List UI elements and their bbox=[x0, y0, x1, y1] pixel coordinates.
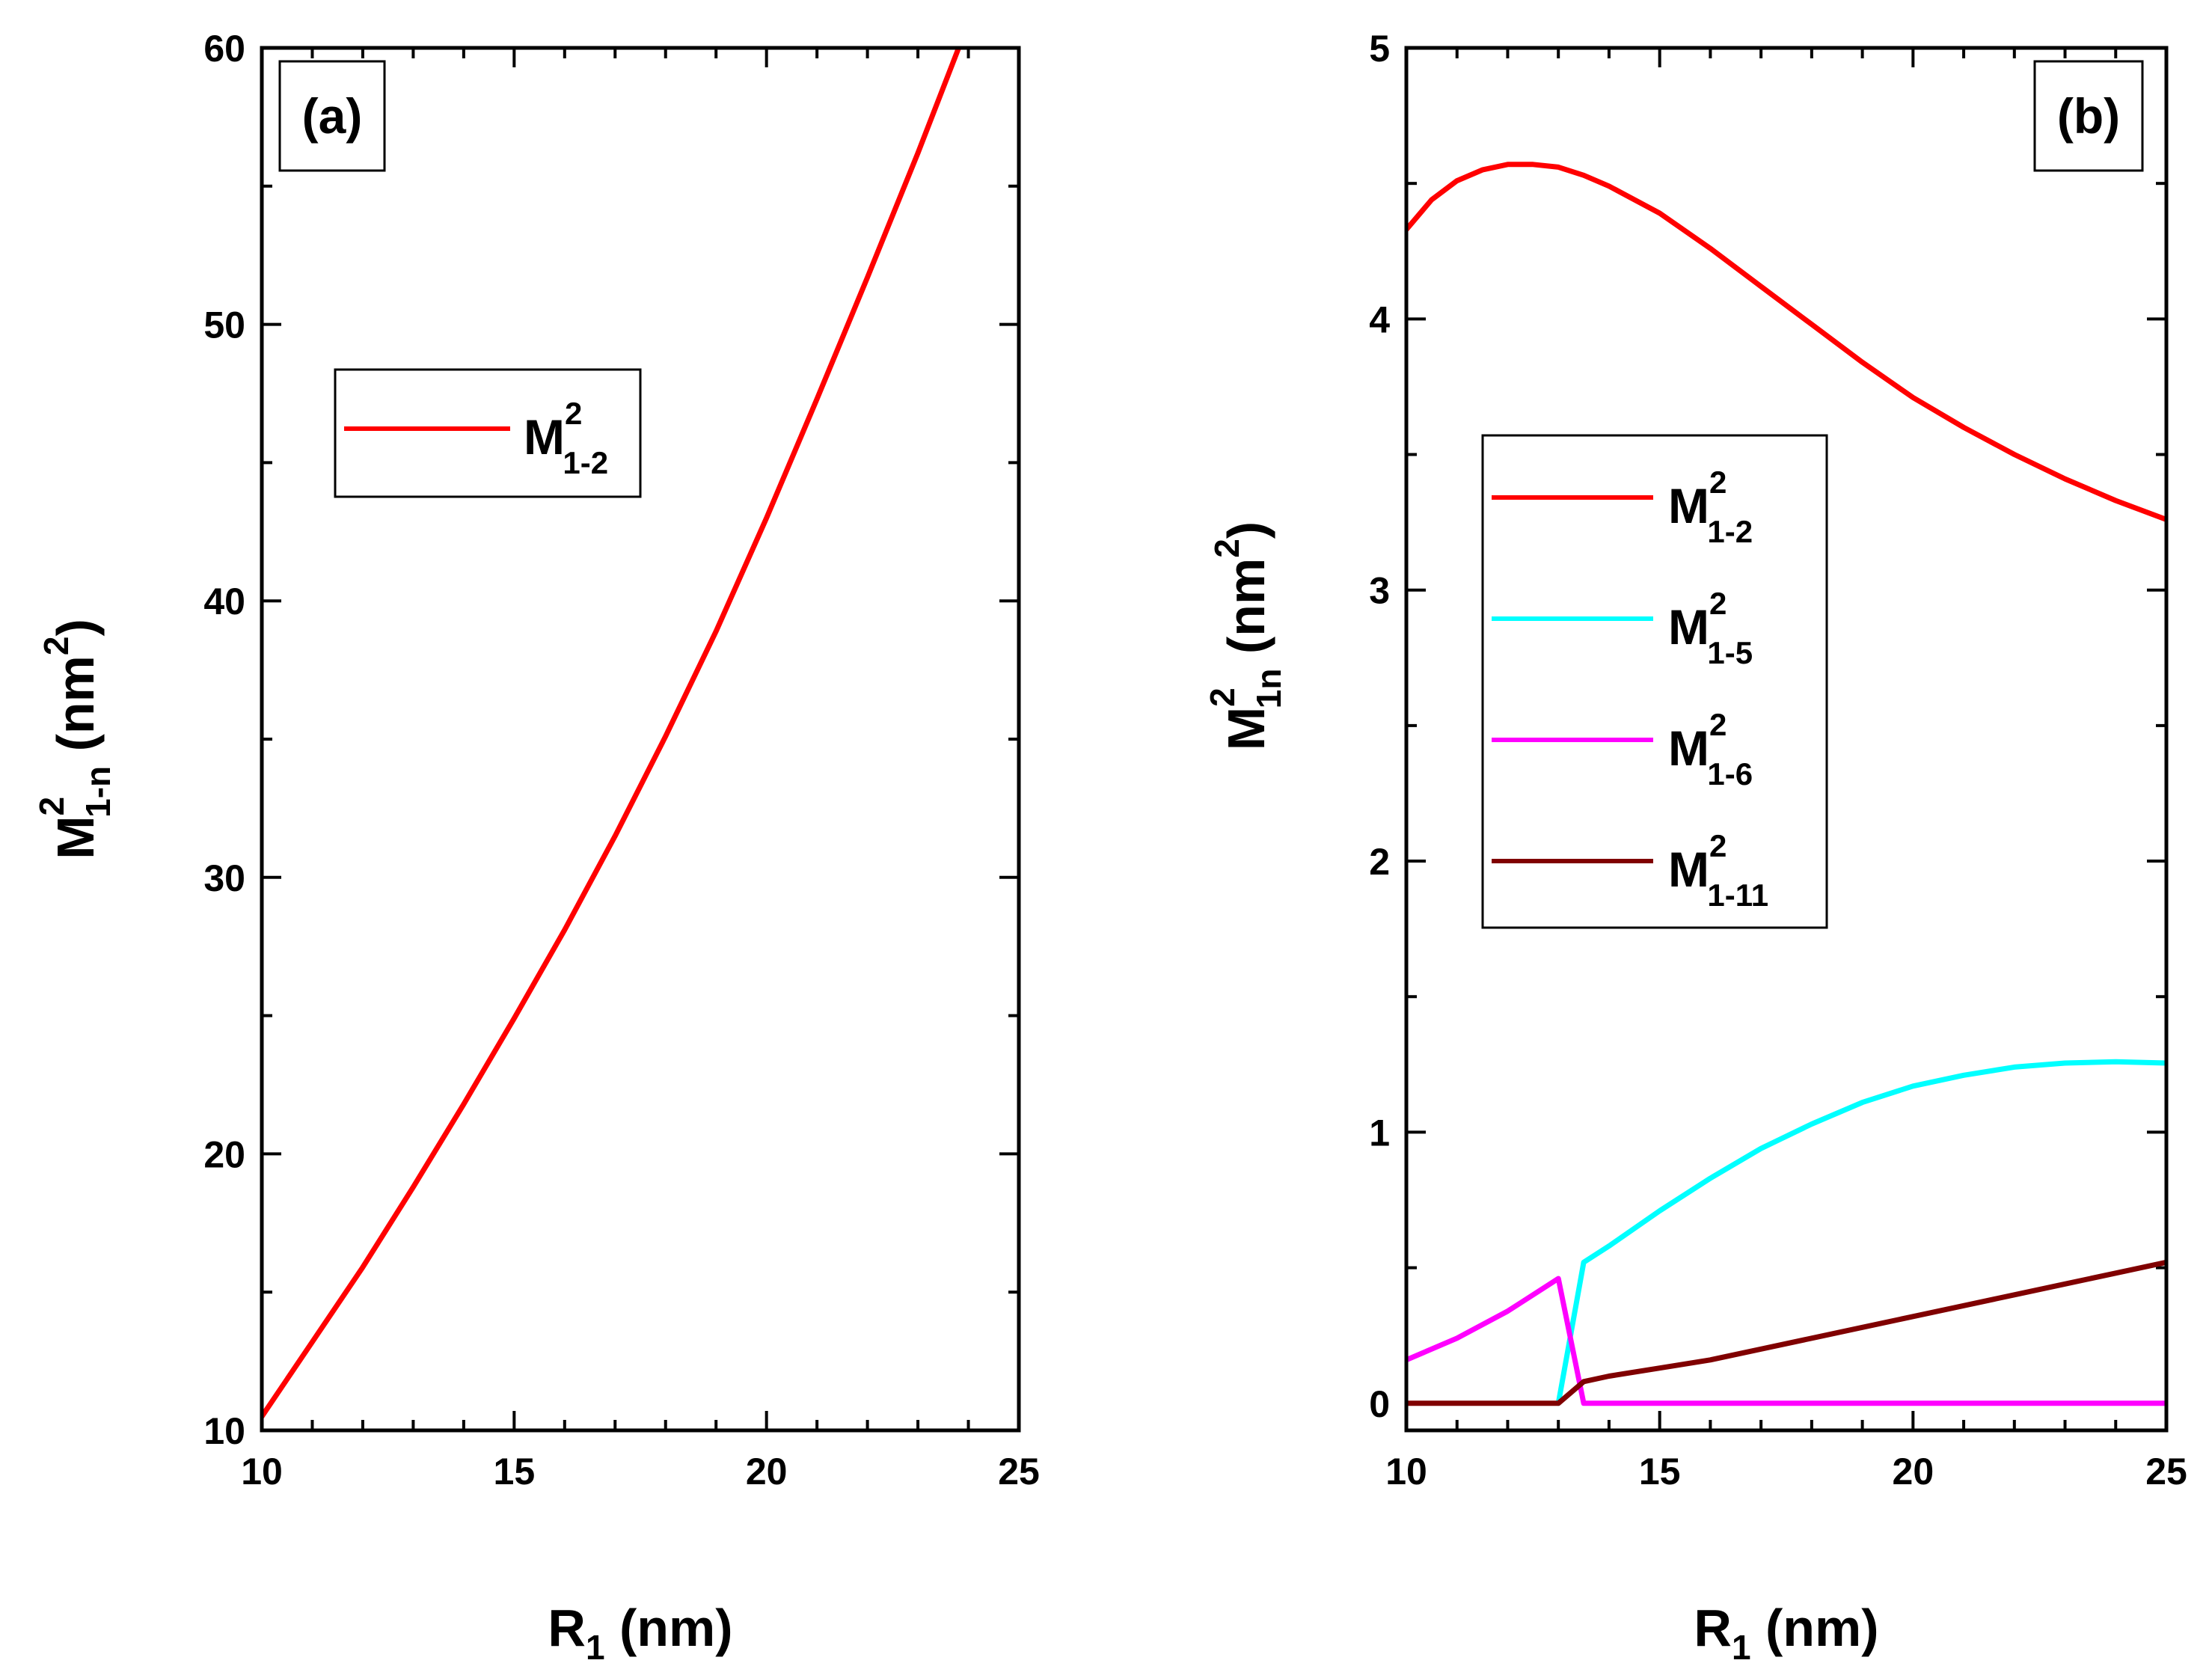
panel-b-x-tick-label-25: 25 bbox=[2145, 1451, 2187, 1492]
panel-a-legend: M2 1-2 bbox=[334, 368, 642, 498]
panel-b-x-axis-title: R1 (nm) bbox=[1694, 1599, 1878, 1667]
panel-b-series-line-1-6 bbox=[1406, 1276, 2166, 1406]
panel-b: 10 15 20 25 0 1 2 3 4 5 (b) M2 1-2 M2 1-5 M2 1-6 bbox=[1203, 28, 2187, 1667]
panel-b-y-tick-label-2: 2 bbox=[1369, 841, 1390, 883]
panel-b-legend-label-m15: M2 1-5 bbox=[1668, 586, 1753, 670]
panel-a-tick-labels: 10 15 20 25 10 20 30 40 50 60 bbox=[203, 28, 1039, 1492]
panel-b-x-tick-label-20: 20 bbox=[1893, 1451, 1934, 1492]
panel-b-tick-labels: 10 15 20 25 0 1 2 3 4 5 bbox=[1369, 28, 2187, 1492]
panel-a-y-tick-label-10: 10 bbox=[203, 1410, 245, 1452]
panel-b-x-tick-label-10: 10 bbox=[1385, 1451, 1427, 1492]
panel-b-y-axis-title: M2 1n (nm2) bbox=[1203, 521, 1288, 750]
panel-a-y-tick-label-30: 30 bbox=[203, 857, 245, 899]
panel-a-x-tick-label-10: 10 bbox=[241, 1451, 283, 1492]
panel-a-y-tick-label-20: 20 bbox=[203, 1133, 245, 1175]
panel-a-x-tick-label-15: 15 bbox=[494, 1451, 536, 1492]
panel-b-y-tick-label-1: 1 bbox=[1369, 1112, 1390, 1154]
panel-b-series-line-1-5 bbox=[1555, 1059, 2166, 1406]
panel-b-y-tick-label-0: 0 bbox=[1369, 1383, 1390, 1425]
panel-b-series-line-1-11 bbox=[1406, 1259, 2166, 1406]
panel-b-legend-label-m16: M2 1-6 bbox=[1668, 707, 1753, 791]
panel-b-label-box: (b) bbox=[2033, 60, 2144, 172]
panel-b-label: (b) bbox=[2057, 88, 2120, 144]
panel-a-label: (a) bbox=[302, 88, 363, 144]
panel-b-plot-frame bbox=[1404, 46, 2169, 1433]
panel-a-y-tick-label-50: 50 bbox=[203, 304, 245, 346]
panel-a-plot-frame bbox=[260, 46, 1021, 1433]
panel-a-legend-label-m12: M2 1-2 bbox=[524, 396, 608, 480]
panel-b-y-tick-label-5: 5 bbox=[1369, 28, 1390, 70]
panel-b-legend: M2 1-2 M2 1-5 M2 1-6 M2 1-11 bbox=[1481, 434, 1828, 929]
panel-a-x-tick-label-25: 25 bbox=[998, 1451, 1040, 1492]
panel-a-series-line-1-2 bbox=[262, 48, 962, 1419]
panel-b-series-line-1-2 bbox=[1406, 162, 2166, 522]
panel-a: 10 15 20 25 10 20 30 40 50 60 (a) M2 1-2 M2 1-n (nm… bbox=[32, 28, 1040, 1667]
panel-b-series bbox=[1406, 162, 2166, 1406]
panel-b-y-tick-label-4: 4 bbox=[1369, 298, 1390, 340]
panel-b-legend-label-m111: M2 1-11 bbox=[1668, 828, 1768, 913]
panel-a-series bbox=[262, 48, 962, 1419]
panel-b-x-tick-label-15: 15 bbox=[1639, 1451, 1681, 1492]
panel-a-x-tick-label-20: 20 bbox=[746, 1451, 788, 1492]
panel-b-y-tick-label-3: 3 bbox=[1369, 570, 1390, 612]
panel-a-x-axis-title: R1 (nm) bbox=[548, 1599, 732, 1667]
panel-a-y-axis-title: M2 1-n (nm2) bbox=[32, 619, 117, 860]
panel-a-y-tick-label-40: 40 bbox=[203, 581, 245, 622]
panel-b-legend-label-m12: M2 1-2 bbox=[1668, 465, 1753, 549]
panel-a-y-tick-label-60: 60 bbox=[203, 28, 245, 70]
panel-a-label-box: (a) bbox=[278, 60, 386, 172]
